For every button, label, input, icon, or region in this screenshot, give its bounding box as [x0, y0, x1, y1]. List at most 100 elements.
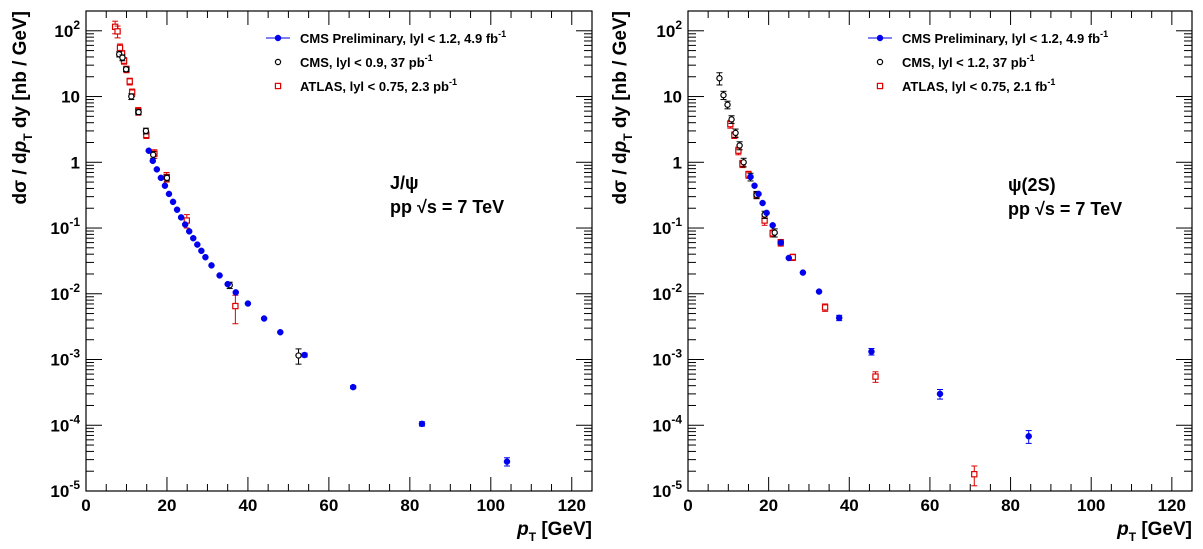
- data-point: [163, 174, 171, 182]
- legend-entry: ATLAS, lyl < 0.75, 2.1 fb-1: [876, 77, 1055, 94]
- data-point: [295, 352, 302, 359]
- x-tick-label: 80: [1001, 496, 1020, 515]
- x-tick-label: 40: [238, 496, 257, 515]
- data-point: [181, 221, 189, 228]
- legend-entry: ATLAS, lyl < 0.75, 2.3 pb-1: [274, 77, 457, 94]
- legend-marker: [876, 58, 884, 66]
- x-tick-label: 0: [81, 496, 90, 515]
- y-tick-label: 1: [71, 153, 80, 172]
- data-point: [244, 300, 252, 307]
- data-point: [260, 315, 268, 322]
- data-point: [755, 190, 762, 198]
- data-point: [126, 78, 133, 85]
- y-tick-label: 10-5: [50, 478, 80, 501]
- y-tick-label: 10-1: [50, 215, 80, 238]
- data-point: [716, 75, 723, 82]
- annotation-line: pp √s = 7 TeV: [390, 197, 504, 217]
- annotation-line: pp √s = 7 TeV: [1008, 199, 1122, 219]
- y-tick-label: 10-1: [652, 215, 682, 238]
- y-axis-title: dσ / dpT dy [nb / GeV]: [610, 11, 635, 204]
- data-point: [173, 206, 181, 213]
- data-point: [202, 253, 209, 261]
- x-tick-label: 40: [840, 496, 859, 515]
- data-point: [232, 302, 239, 310]
- annotation: ψ(2S) pp √s = 7 TeV: [1008, 175, 1122, 219]
- data-point: [114, 28, 121, 35]
- legend-marker: [876, 82, 884, 90]
- legend-entry: CMS, lyl < 0.9, 37 pb-1: [274, 53, 433, 70]
- data-point: [135, 108, 142, 116]
- x-tick-label: 0: [683, 496, 692, 515]
- legend-label: CMS, lyl < 0.9, 37 pb-1: [300, 53, 433, 70]
- data-point: [153, 166, 161, 173]
- x-tick-label: 80: [400, 496, 419, 515]
- data-point: [821, 304, 829, 311]
- annotation-line: J/ψ: [390, 173, 419, 193]
- data-point: [769, 222, 776, 229]
- plot-frame: [85, 10, 593, 492]
- series-filled-circle: [747, 173, 1032, 444]
- right-chart: 0 20 40 60 80 100 120 10-5 10-4 10-3 10-2 10-1 1 10 10…: [610, 10, 1193, 544]
- data-point: [301, 351, 308, 359]
- data-point: [116, 44, 124, 52]
- data-point: [277, 328, 284, 336]
- y-tick-label: 10-2: [50, 281, 80, 304]
- series-filled-circle: [145, 147, 511, 467]
- data-point: [418, 420, 426, 428]
- data-point: [872, 373, 879, 380]
- series-open-square: [727, 120, 978, 487]
- x-tick-label: 60: [920, 496, 939, 515]
- x-tick-label: 100: [477, 496, 505, 515]
- x-axis-title: pT [GeV]: [516, 519, 592, 544]
- data-point: [149, 157, 157, 165]
- x-tick-label: 20: [157, 496, 176, 515]
- data-point: [185, 228, 193, 235]
- data-point: [1025, 433, 1032, 440]
- data-point: [740, 159, 747, 166]
- x-tick-label: 100: [1077, 496, 1105, 515]
- data-point: [190, 234, 197, 242]
- y-tick-label: 102: [54, 18, 80, 41]
- legend-marker: [274, 34, 282, 42]
- y-tick-label: 10-3: [652, 347, 682, 370]
- plot-frame: [687, 10, 1193, 492]
- data-point: [835, 314, 843, 322]
- x-tick-label: 120: [1158, 496, 1186, 515]
- data-point: [763, 209, 770, 217]
- y-tick-label: 10-4: [50, 412, 80, 435]
- legend-label: CMS Preliminary, lyl < 1.2, 4.9 fb-1: [902, 29, 1108, 46]
- data-point: [145, 147, 152, 154]
- data-point: [165, 190, 173, 198]
- data-point: [503, 458, 511, 465]
- data-point: [216, 272, 223, 279]
- data-point: [232, 289, 240, 296]
- legend-label: CMS, lyl < 1.2, 37 pb-1: [902, 53, 1035, 70]
- data-point: [128, 93, 135, 100]
- series-open-circle: [115, 51, 302, 365]
- y-axis-title: dσ / dpT dy [nb / GeV]: [10, 11, 35, 204]
- legend-label: ATLAS, lyl < 0.75, 2.1 fb-1: [902, 77, 1055, 94]
- data-point: [157, 174, 165, 182]
- y-tick-label: 10-4: [652, 412, 682, 435]
- legend-label: CMS Preliminary, lyl < 1.2, 4.9 fb-1: [300, 29, 506, 46]
- data-point: [194, 241, 201, 248]
- data-point: [142, 127, 150, 135]
- data-point: [198, 247, 205, 255]
- legend-entry: CMS Preliminary, lyl < 1.2, 4.9 fb-1: [266, 29, 506, 46]
- left-chart: 0 20 40 60 80 100 120 10-5 10-4 10-3 10-2 10-1 1 10 10…: [10, 10, 593, 544]
- legend: CMS Preliminary, lyl < 1.2, 4.9 fb-1 CMS,…: [868, 29, 1108, 94]
- legend: CMS Preliminary, lyl < 1.2, 4.9 fb-1 CMS,…: [266, 29, 506, 94]
- legend-entry: CMS Preliminary, lyl < 1.2, 4.9 fb-1: [868, 29, 1108, 46]
- legend-marker: [274, 58, 282, 66]
- data-point: [728, 116, 735, 123]
- legend-label: ATLAS, lyl < 0.75, 2.3 pb-1: [300, 77, 457, 94]
- data-point: [149, 151, 157, 158]
- data-point: [720, 91, 727, 99]
- x-axis-title: pT [GeV]: [1116, 519, 1192, 544]
- y-tick-label: 102: [656, 18, 682, 41]
- data-point: [732, 129, 739, 137]
- data-point: [868, 348, 875, 355]
- data-point: [224, 280, 231, 288]
- data-point: [815, 288, 823, 295]
